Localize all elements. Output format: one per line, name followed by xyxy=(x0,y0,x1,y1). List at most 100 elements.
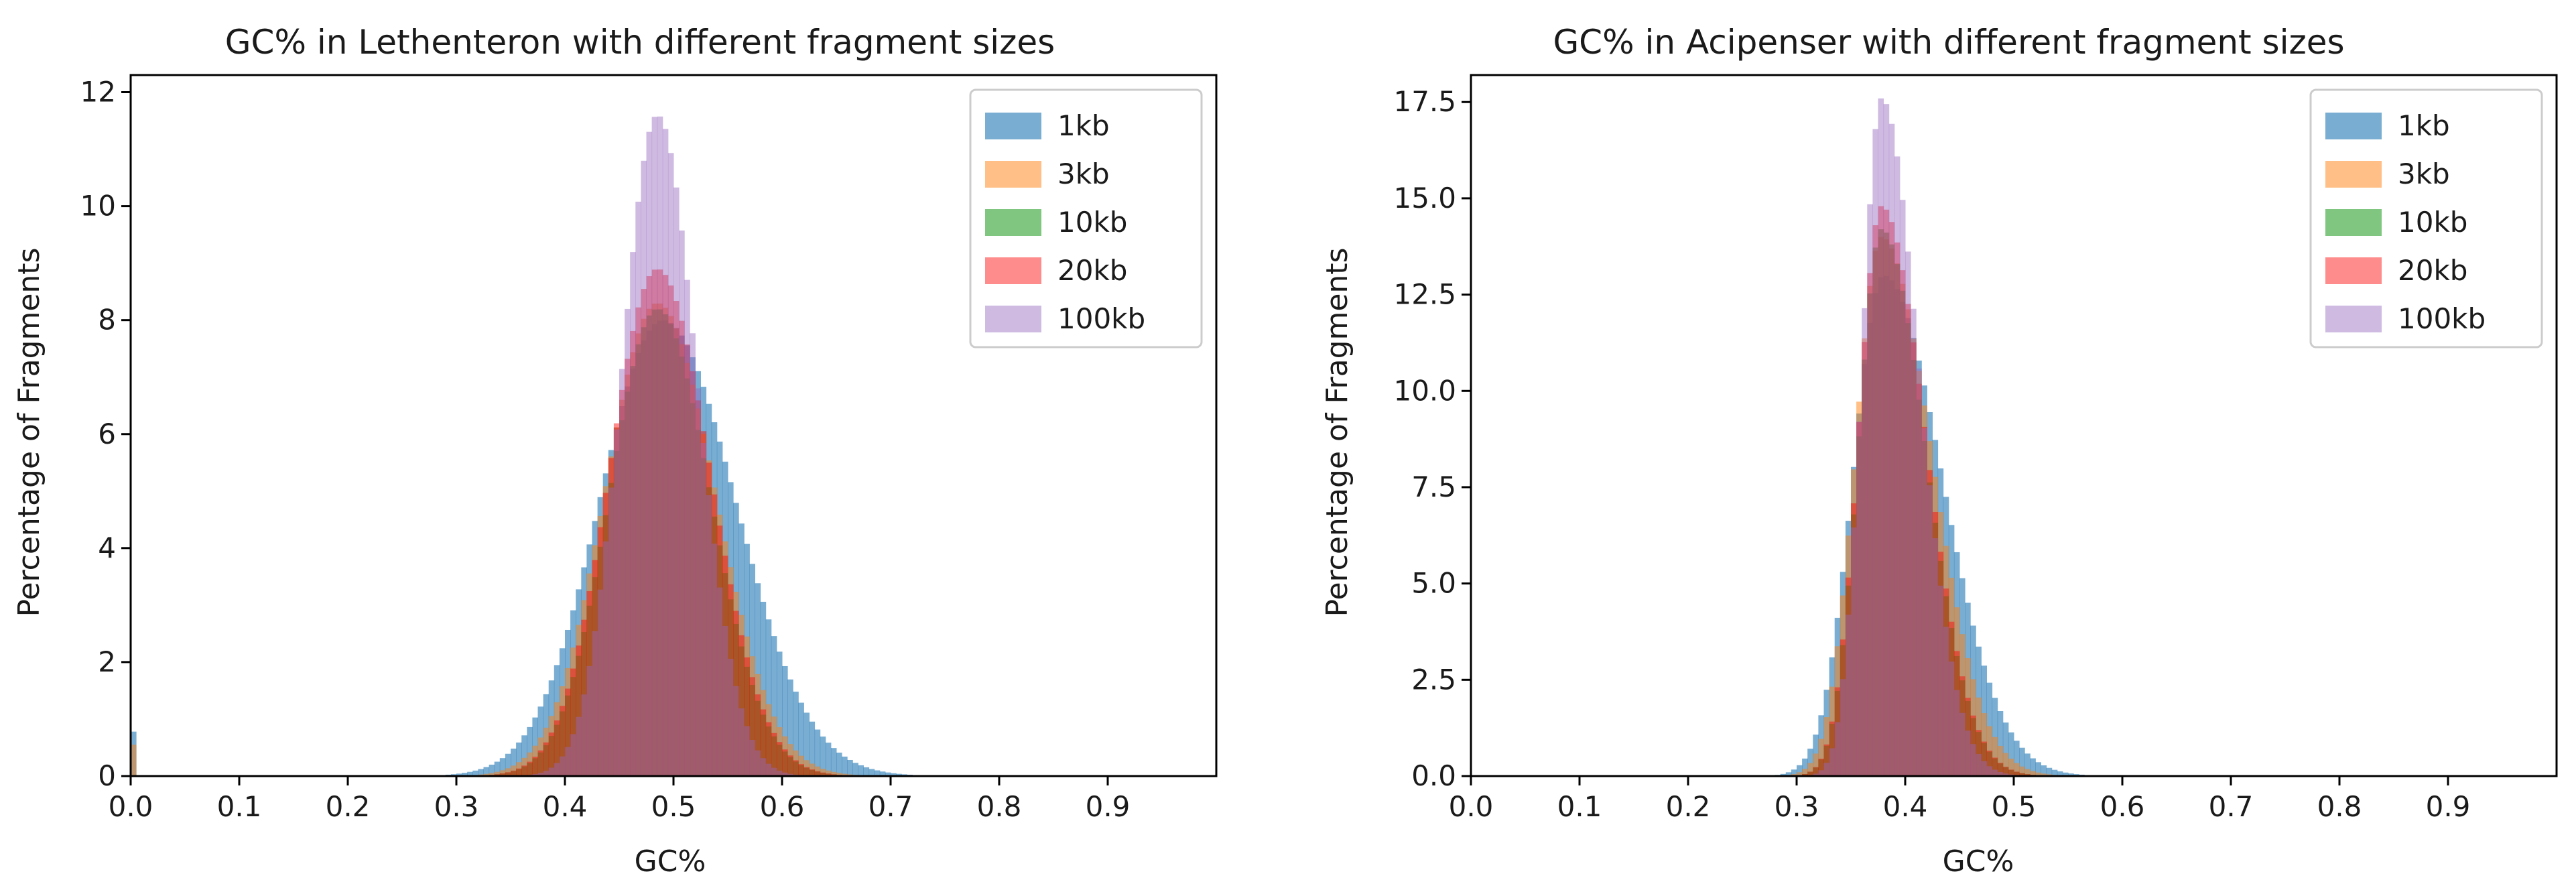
bar xyxy=(1883,104,1890,777)
bar xyxy=(543,742,550,776)
bar xyxy=(2041,773,2047,776)
bar xyxy=(1943,588,1949,776)
bar xyxy=(673,301,680,776)
bar xyxy=(625,308,631,776)
bar xyxy=(836,773,842,776)
bar xyxy=(716,545,723,776)
bar xyxy=(489,764,495,776)
bar xyxy=(1834,722,1841,776)
bar xyxy=(700,442,707,776)
bar xyxy=(1959,712,1966,776)
bar xyxy=(630,366,636,776)
bar xyxy=(2014,741,2020,776)
x-tick-label: 0.4 xyxy=(1883,790,1928,823)
bar xyxy=(131,745,137,776)
bar xyxy=(527,726,533,776)
legend-swatch xyxy=(2325,161,2382,188)
bar xyxy=(2030,771,2036,776)
bar xyxy=(673,338,680,776)
bar xyxy=(499,773,506,776)
bar xyxy=(1845,577,1852,776)
bar xyxy=(1872,129,1878,776)
bar xyxy=(2008,769,2014,776)
x-tick-label: 0.3 xyxy=(1775,790,1819,823)
bar xyxy=(679,357,685,776)
bar xyxy=(1802,773,1808,776)
axes-frame xyxy=(129,74,1218,777)
legend-label: 1kb xyxy=(1057,109,1110,142)
bar xyxy=(1905,304,1911,776)
bar xyxy=(2008,759,2014,776)
bar xyxy=(651,309,658,776)
bar xyxy=(782,772,788,776)
bar xyxy=(608,458,615,776)
bar xyxy=(1959,676,1966,776)
bar xyxy=(787,757,793,776)
bar xyxy=(1959,680,1966,776)
bar xyxy=(494,761,501,776)
legend-label: 10kb xyxy=(2398,206,2467,239)
bar xyxy=(554,724,560,776)
bar xyxy=(1943,596,1949,776)
bar xyxy=(1813,773,1819,776)
bar xyxy=(1992,769,1998,776)
bar xyxy=(2030,758,2036,776)
series-10kb xyxy=(489,309,842,776)
x-tick-label: 0.8 xyxy=(977,790,1022,823)
y-tick-label: 2.5 xyxy=(1411,663,1456,696)
bar xyxy=(809,769,816,776)
bar xyxy=(1780,773,1787,776)
bar xyxy=(2035,762,2041,776)
bar xyxy=(711,494,718,776)
x-tick-label: 0.1 xyxy=(1557,790,1602,823)
bar xyxy=(1986,766,1993,776)
bar xyxy=(1807,771,1813,776)
plot-area xyxy=(1775,98,2090,777)
bar xyxy=(2008,769,2014,776)
bar xyxy=(1932,522,1939,776)
bar xyxy=(576,716,582,776)
bar xyxy=(2024,753,2031,776)
bar xyxy=(793,692,799,776)
bar xyxy=(1997,745,2004,776)
chart-title: GC% in Lethenteron with different fragme… xyxy=(225,23,1055,62)
bar xyxy=(505,772,511,776)
bar xyxy=(2024,769,2031,776)
bar xyxy=(1953,655,1960,776)
x-tick-label: 0.6 xyxy=(2100,790,2145,823)
bar xyxy=(706,462,712,776)
bar xyxy=(1953,690,1960,776)
bar xyxy=(581,694,587,776)
bar xyxy=(1894,156,1901,776)
series-100kb xyxy=(527,116,799,777)
bar xyxy=(662,129,669,776)
bar xyxy=(1840,679,1846,776)
bar xyxy=(662,314,669,776)
bar xyxy=(521,766,527,776)
bar xyxy=(891,773,897,776)
bar xyxy=(1845,585,1852,776)
bar xyxy=(641,289,647,776)
bar xyxy=(1878,206,1884,776)
bar xyxy=(1899,290,1906,776)
bar xyxy=(679,230,685,777)
bar xyxy=(1851,527,1857,776)
bar xyxy=(814,729,821,776)
bar xyxy=(2035,772,2041,776)
bar xyxy=(1840,639,1846,776)
bar xyxy=(613,429,620,776)
bar xyxy=(1856,422,1862,776)
chart-title: GC% in Acipenser with different fragment… xyxy=(1553,23,2344,62)
y-tick-label: 0.0 xyxy=(1411,759,1456,792)
bar xyxy=(1927,482,1933,776)
bar xyxy=(825,773,832,776)
bar xyxy=(830,748,837,776)
bar xyxy=(842,756,848,776)
bar xyxy=(1916,368,1922,776)
bar xyxy=(1818,770,1824,776)
bar xyxy=(1829,723,1836,776)
bar xyxy=(516,768,522,776)
bar xyxy=(1937,585,1944,776)
bar xyxy=(651,269,658,777)
